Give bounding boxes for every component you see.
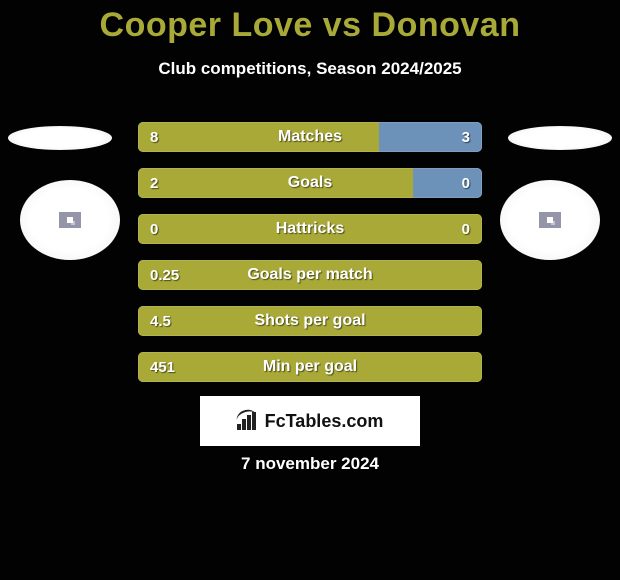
placeholder-icon <box>59 212 81 228</box>
stat-bar: 451Min per goal <box>138 352 482 382</box>
stat-label: Shots per goal <box>138 306 482 336</box>
stat-bar: 83Matches <box>138 122 482 152</box>
stat-bar: 4.5Shots per goal <box>138 306 482 336</box>
page-subtitle: Club competitions, Season 2024/2025 <box>0 59 620 79</box>
stat-bar: 20Goals <box>138 168 482 198</box>
stat-bar: 00Hattricks <box>138 214 482 244</box>
comparison-bars: 83Matches 20Goals 00Hattricks 0.25Goals per… <box>138 122 482 398</box>
player-right-shadow-ellipse <box>508 126 612 150</box>
player-left-badge <box>20 180 120 260</box>
brand-logo-icon <box>237 412 259 430</box>
stat-label: Min per goal <box>138 352 482 382</box>
stat-label: Goals per match <box>138 260 482 290</box>
stat-label: Hattricks <box>138 214 482 244</box>
brand-text: FcTables.com <box>265 411 384 432</box>
player-left-shadow-ellipse <box>8 126 112 150</box>
stat-bar: 0.25Goals per match <box>138 260 482 290</box>
page-title: Cooper Love vs Donovan <box>0 0 620 45</box>
placeholder-icon <box>539 212 561 228</box>
player-right-badge <box>500 180 600 260</box>
brand-banner: FcTables.com <box>200 396 420 446</box>
stat-label: Goals <box>138 168 482 198</box>
stat-label: Matches <box>138 122 482 152</box>
footer-date: 7 november 2024 <box>0 454 620 474</box>
